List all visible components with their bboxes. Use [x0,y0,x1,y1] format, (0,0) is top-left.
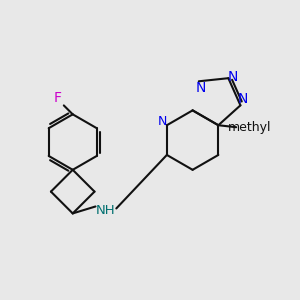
Text: N: N [158,115,168,128]
Text: F: F [54,92,62,106]
Text: N: N [237,92,248,106]
Text: N: N [228,70,238,84]
Text: N: N [196,81,206,95]
Text: methyl: methyl [228,121,272,134]
Text: NH: NH [96,204,115,217]
